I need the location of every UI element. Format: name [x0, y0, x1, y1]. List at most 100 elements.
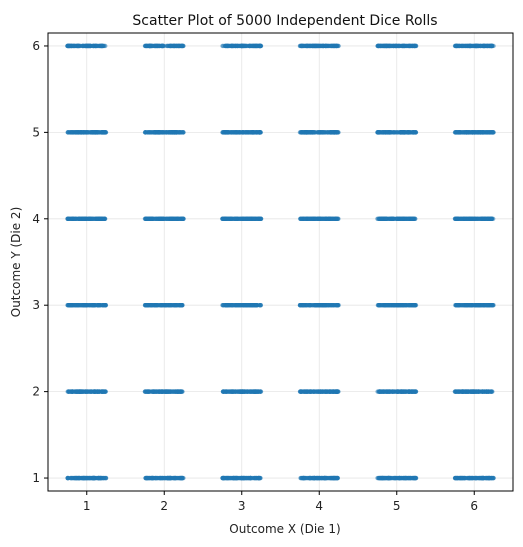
data-point	[256, 216, 261, 221]
data-point	[410, 130, 416, 135]
data-point	[164, 389, 169, 394]
data-point	[241, 43, 247, 49]
data-point	[390, 216, 395, 221]
data-point	[168, 303, 174, 308]
point-cluster-5-6	[375, 43, 419, 49]
data-point	[467, 475, 472, 481]
point-cluster-5-3	[375, 303, 419, 308]
data-point	[82, 475, 87, 481]
point-cluster-6-6	[452, 43, 496, 49]
data-point	[230, 303, 235, 308]
data-point	[99, 43, 105, 49]
data-point	[100, 475, 106, 481]
data-point	[382, 43, 388, 49]
data-point	[91, 43, 96, 49]
data-point	[242, 475, 248, 481]
data-point	[81, 216, 86, 221]
data-point	[226, 43, 232, 49]
data-point	[168, 130, 173, 135]
data-point	[74, 389, 80, 394]
data-point	[65, 475, 70, 481]
data-point	[402, 130, 408, 135]
point-cluster-2-2	[142, 389, 185, 394]
point-cluster-1-1	[65, 475, 109, 481]
data-point	[144, 216, 149, 221]
data-point	[322, 303, 327, 308]
data-point	[394, 389, 400, 394]
data-point	[87, 475, 92, 481]
data-point	[394, 43, 400, 49]
data-point	[98, 216, 103, 221]
data-point	[103, 475, 109, 481]
data-point	[316, 303, 321, 308]
data-point	[66, 389, 72, 394]
data-point	[491, 303, 496, 308]
data-point	[66, 130, 71, 135]
data-point	[329, 130, 334, 135]
data-point	[145, 389, 151, 394]
data-point	[487, 130, 492, 135]
data-point	[331, 43, 336, 49]
data-point	[89, 389, 94, 394]
data-point	[468, 389, 474, 394]
grid-lines	[48, 33, 513, 491]
data-point	[154, 389, 159, 394]
data-point	[233, 216, 239, 221]
data-point	[319, 130, 324, 135]
data-point	[313, 216, 318, 221]
data-point	[149, 303, 154, 308]
data-point	[462, 216, 467, 221]
data-point	[308, 475, 313, 481]
data-point	[316, 130, 321, 135]
data-point	[91, 475, 96, 481]
data-point	[220, 475, 226, 481]
data-point	[387, 389, 392, 394]
data-point	[90, 216, 96, 221]
data-point	[175, 216, 181, 221]
data-point	[102, 130, 108, 135]
data-point	[228, 475, 233, 481]
data-point	[181, 216, 186, 221]
data-point	[468, 130, 473, 135]
data-point	[466, 216, 471, 221]
data-point	[178, 475, 183, 481]
data-point	[170, 43, 175, 49]
data-point	[395, 216, 400, 221]
data-point	[398, 130, 403, 135]
data-point	[390, 389, 395, 394]
data-point	[406, 303, 412, 308]
data-point	[484, 389, 489, 394]
point-cluster-1-4	[65, 216, 108, 221]
data-point	[323, 43, 329, 49]
data-point	[92, 130, 98, 135]
data-point	[86, 43, 92, 49]
data-point	[460, 303, 466, 308]
data-point	[379, 43, 384, 49]
point-cluster-4-6	[297, 43, 341, 49]
data-point	[147, 130, 153, 135]
data-point	[488, 389, 493, 394]
data-point	[411, 389, 417, 394]
point-cluster-3-6	[220, 43, 264, 49]
data-point	[479, 389, 485, 394]
data-point	[388, 130, 393, 135]
data-point	[401, 303, 407, 308]
data-point	[158, 216, 163, 221]
data-point	[81, 130, 86, 135]
data-point	[242, 303, 247, 308]
data-point	[174, 475, 179, 481]
data-point	[375, 130, 380, 135]
data-point	[456, 389, 461, 394]
data-point	[410, 216, 415, 221]
data-point	[334, 389, 340, 394]
point-cluster-3-5	[220, 130, 263, 135]
data-point	[96, 130, 101, 135]
point-cluster-1-3	[65, 303, 109, 308]
data-point	[150, 475, 155, 481]
data-point	[383, 216, 388, 221]
point-cluster-6-4	[452, 216, 496, 221]
data-point	[483, 475, 488, 481]
data-point	[387, 303, 392, 308]
data-point	[477, 216, 483, 221]
